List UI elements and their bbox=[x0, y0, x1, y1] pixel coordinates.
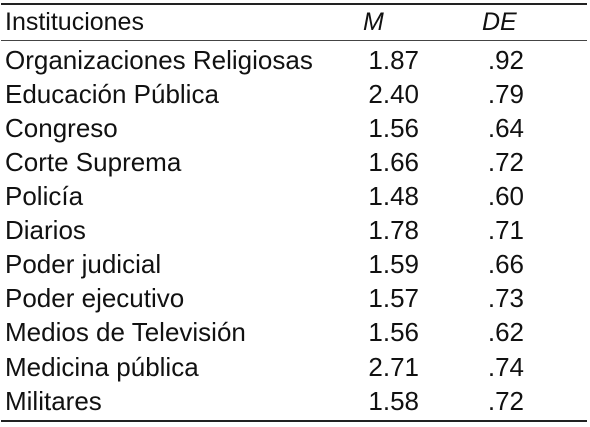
table-row: Poder judicial 1.59 .66 bbox=[0, 247, 590, 281]
header-institutions: Instituciones bbox=[5, 8, 144, 36]
sd-value: .92 bbox=[487, 45, 524, 75]
table-header-row: Instituciones M DE bbox=[0, 5, 590, 39]
institution-name: Poder ejecutivo bbox=[5, 283, 185, 313]
table-row: Medios de Televisión 1.56 .62 bbox=[0, 315, 590, 349]
mean-value: 1.78 bbox=[368, 215, 419, 245]
table-header-rule bbox=[1, 40, 587, 41]
sd-value: .62 bbox=[487, 317, 524, 347]
sd-value: .66 bbox=[487, 249, 524, 279]
mean-value: 1.58 bbox=[368, 386, 419, 416]
mean-value: 1.66 bbox=[368, 147, 419, 177]
header-mean: M bbox=[363, 8, 384, 36]
mean-value: 1.87 bbox=[368, 45, 419, 75]
table-row: Policía 1.48 .60 bbox=[0, 179, 590, 213]
table-top-rule bbox=[1, 3, 587, 5]
table-row: Educación Pública 2.40 .79 bbox=[0, 77, 590, 111]
table-row: Poder ejecutivo 1.57 .73 bbox=[0, 281, 590, 315]
mean-value: 1.48 bbox=[368, 181, 419, 211]
sd-value: .79 bbox=[487, 79, 524, 109]
table-row: Militares 1.58 .72 bbox=[0, 384, 590, 418]
table-row: Congreso 1.56 .64 bbox=[0, 111, 590, 145]
sd-value: .73 bbox=[487, 283, 524, 313]
institution-name: Diarios bbox=[5, 215, 86, 245]
mean-value: 1.56 bbox=[368, 317, 419, 347]
institution-name: Militares bbox=[5, 386, 102, 416]
institution-name: Policía bbox=[5, 181, 84, 211]
institution-name: Corte Suprema bbox=[5, 147, 182, 177]
sd-value: .72 bbox=[487, 147, 524, 177]
mean-value: 2.40 bbox=[368, 79, 419, 109]
sd-value: .71 bbox=[487, 215, 524, 245]
institution-name: Medicina pública bbox=[5, 352, 199, 382]
mean-value: 1.56 bbox=[368, 113, 419, 143]
table-row: Corte Suprema 1.66 .72 bbox=[0, 145, 590, 179]
table-row: Organizaciones Religiosas 1.87 .92 bbox=[0, 43, 590, 77]
institution-name: Educación Pública bbox=[5, 79, 219, 109]
mean-value: 2.71 bbox=[368, 352, 419, 382]
institution-name: Organizaciones Religiosas bbox=[5, 45, 313, 75]
header-sd: DE bbox=[482, 8, 517, 36]
sd-value: .74 bbox=[487, 352, 524, 382]
table-row: Medicina pública 2.71 .74 bbox=[0, 350, 590, 384]
sd-value: .72 bbox=[487, 386, 524, 416]
sd-value: .60 bbox=[487, 181, 524, 211]
mean-value: 1.57 bbox=[368, 283, 419, 313]
sd-value: .64 bbox=[487, 113, 524, 143]
institution-name: Medios de Televisión bbox=[5, 317, 246, 347]
institution-name: Poder judicial bbox=[5, 249, 162, 279]
table-row: Diarios 1.78 .71 bbox=[0, 213, 590, 247]
mean-value: 1.59 bbox=[368, 249, 419, 279]
institution-name: Congreso bbox=[5, 113, 118, 143]
table-bottom-rule bbox=[1, 420, 587, 422]
